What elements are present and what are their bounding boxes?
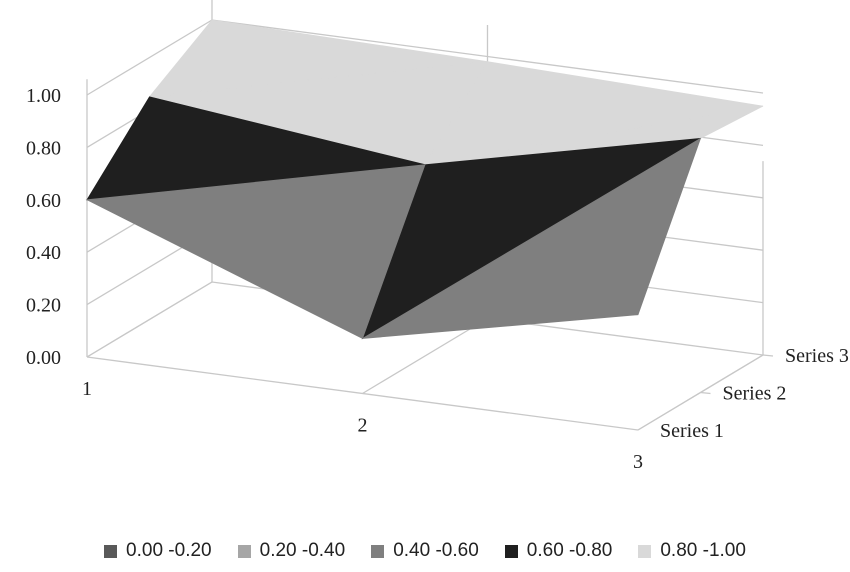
z-tick-label: 0.80: [26, 137, 61, 159]
z-tick-label: 0.00: [26, 347, 61, 369]
x-tick-label: 2: [358, 415, 368, 437]
legend-item: 0.40 -0.60: [371, 540, 479, 562]
floor-front-edge: [86, 356, 639, 431]
legend-label: 0.00 -0.20: [126, 540, 212, 561]
series-label: Series 3: [785, 345, 849, 367]
depth-tick: [700, 391, 711, 395]
legend-label: 0.40 -0.60: [393, 540, 479, 561]
legend-swatch: [237, 544, 251, 558]
legend-swatch: [504, 544, 518, 558]
surface-facet: [362, 137, 702, 339]
x-axis-tick-labels: 1 2 3: [82, 378, 643, 473]
surface-chart: 0.000.200.400.600.801.00 123 Series 1Ser…: [26, 0, 849, 473]
legend-label: 0.20 -0.40: [259, 540, 346, 561]
depth-tick: [762, 354, 774, 357]
legend-item: 0.60 -0.80: [504, 540, 613, 562]
legend-swatch: [371, 544, 385, 558]
floor-gridline: [86, 281, 213, 358]
series-label: Series 2: [723, 383, 787, 405]
legend-item: 0.80 -1.00: [638, 540, 746, 562]
floor-gridline: [362, 317, 488, 395]
z-tick-label: 1.00: [26, 85, 61, 107]
legend-label: 0.80 -1.00: [660, 540, 746, 561]
legend: 0.00 -0.20 0.20 -0.40 0.40 -0.60 0.60 -0.80…: [0, 535, 850, 567]
x-tick-label: 3: [633, 451, 643, 473]
legend-item: 0.20 -0.40: [237, 540, 346, 562]
surface-plot: [85, 19, 764, 340]
z-tick-label: 0.20: [26, 295, 61, 317]
legend-swatch: [104, 544, 118, 558]
depth-axis-series-labels: Series 1 Series 2 Series 3: [660, 345, 849, 442]
z-tick-label: 0.60: [26, 190, 61, 212]
z-axis-tick-labels: 0.00 0.20 0.40 0.60 0.80 1.00: [26, 85, 61, 369]
surface-facet: [85, 164, 426, 340]
legend-label: 0.60 -0.80: [526, 540, 613, 561]
series-label: Series 1: [660, 420, 724, 442]
legend-item: 0.00 -0.20: [104, 540, 212, 562]
legend-swatch: [638, 544, 652, 558]
z-tick-label: 0.40: [26, 242, 61, 264]
x-tick-label: 1: [82, 378, 92, 400]
